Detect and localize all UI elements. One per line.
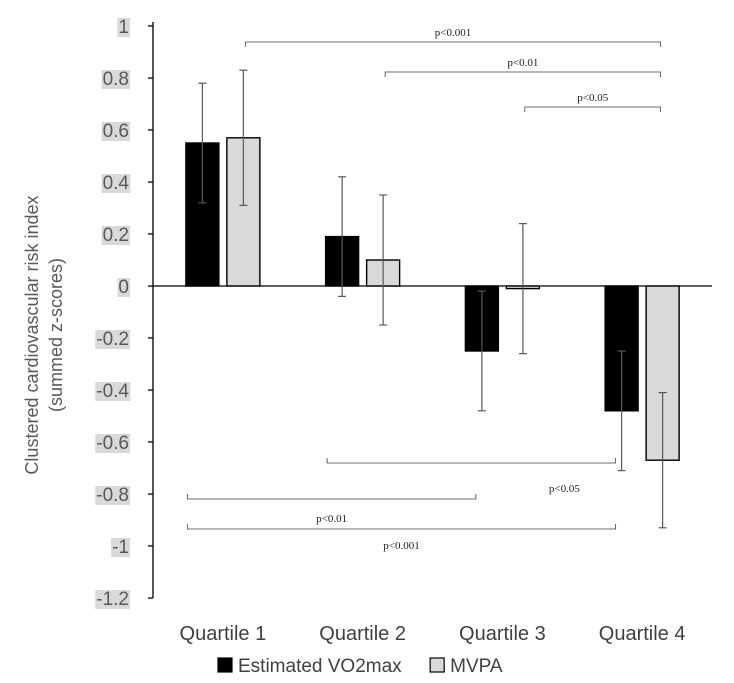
bars <box>185 137 680 461</box>
y-tick-label: -1 <box>112 537 129 558</box>
y-tick-label-bg <box>95 434 130 453</box>
significance-bracket <box>384 71 662 77</box>
error-bars <box>198 69 667 529</box>
significance-label: p<0.01 <box>507 57 538 69</box>
y-tick-label: 0.6 <box>103 121 129 142</box>
y-tick-label: 0.4 <box>103 173 130 194</box>
significance-bracket <box>524 106 662 112</box>
significance-label: p<0.001 <box>383 540 419 552</box>
x-category-label: Quartile 4 <box>599 623 686 645</box>
y-tick-label: 0.8 <box>103 69 129 90</box>
significance-bracket <box>326 458 617 464</box>
bar-vo2max <box>604 285 639 412</box>
y-tick-label-bg <box>95 486 130 505</box>
significance-label: p<0.001 <box>435 27 471 39</box>
x-axis-labels: Quartile 1 Quartile 2 Quartile 3 Quartile 4 <box>180 623 686 645</box>
y-tick-label-bg <box>101 226 130 245</box>
significance-label: p<0.05 <box>577 92 608 104</box>
y-tick-label-bg <box>101 174 131 193</box>
x-category-label: Quartile 1 <box>180 623 267 645</box>
legend: Estimated VO2max MVPA <box>217 656 503 677</box>
y-tick-label-bg <box>101 70 130 89</box>
legend-label: MVPA <box>450 656 503 677</box>
significance-label: p<0.01 <box>316 513 347 525</box>
y-axis-title-line1: Clustered cardiovascular risk index <box>22 195 42 474</box>
y-tick-label-bg <box>117 18 130 37</box>
significance-bracket <box>244 41 662 47</box>
y-tick-label-bg <box>95 590 130 609</box>
y-tick-label: 0 <box>118 277 129 298</box>
legend-swatch <box>429 657 445 673</box>
y-tick-label: -0.6 <box>96 433 129 454</box>
y-tick-label: -0.4 <box>96 381 129 402</box>
significance-brackets: p<0.001 p<0.01 p<0.05 p<0.05 p<0.01 p<0.001 <box>186 27 662 552</box>
significance-label: p<0.05 <box>549 483 580 495</box>
x-category-label: Quartile 3 <box>459 623 546 645</box>
legend-label: Estimated VO2max <box>238 656 402 677</box>
y-tick-label: -0.2 <box>96 329 129 350</box>
y-tick-label: 0.2 <box>103 225 129 246</box>
y-tick-label: 1 <box>118 17 129 38</box>
y-axis-title: Clustered cardiovascular risk index (sum… <box>22 195 66 474</box>
y-axis-title-line2: (summed z-scores) <box>46 258 66 412</box>
significance-bracket <box>186 524 617 530</box>
y-tick-label-bg <box>95 382 131 401</box>
y-tick-label-bg <box>117 278 130 297</box>
y-tick-label-bg <box>101 122 130 141</box>
y-tick-label-bg <box>111 538 130 557</box>
y-tick-label: -0.8 <box>96 485 129 506</box>
y-tick-label-bg <box>95 330 130 349</box>
significance-bracket <box>186 494 477 500</box>
y-axis-ticks: 1 0.8 0.6 0.4 0.2 0 -0.2 -0.4 -0.6 -0.8 -1 -1.2 <box>95 17 131 610</box>
legend-swatch <box>217 657 233 673</box>
x-category-label: Quartile 2 <box>319 623 406 645</box>
y-tick-label: -1.2 <box>96 589 129 610</box>
